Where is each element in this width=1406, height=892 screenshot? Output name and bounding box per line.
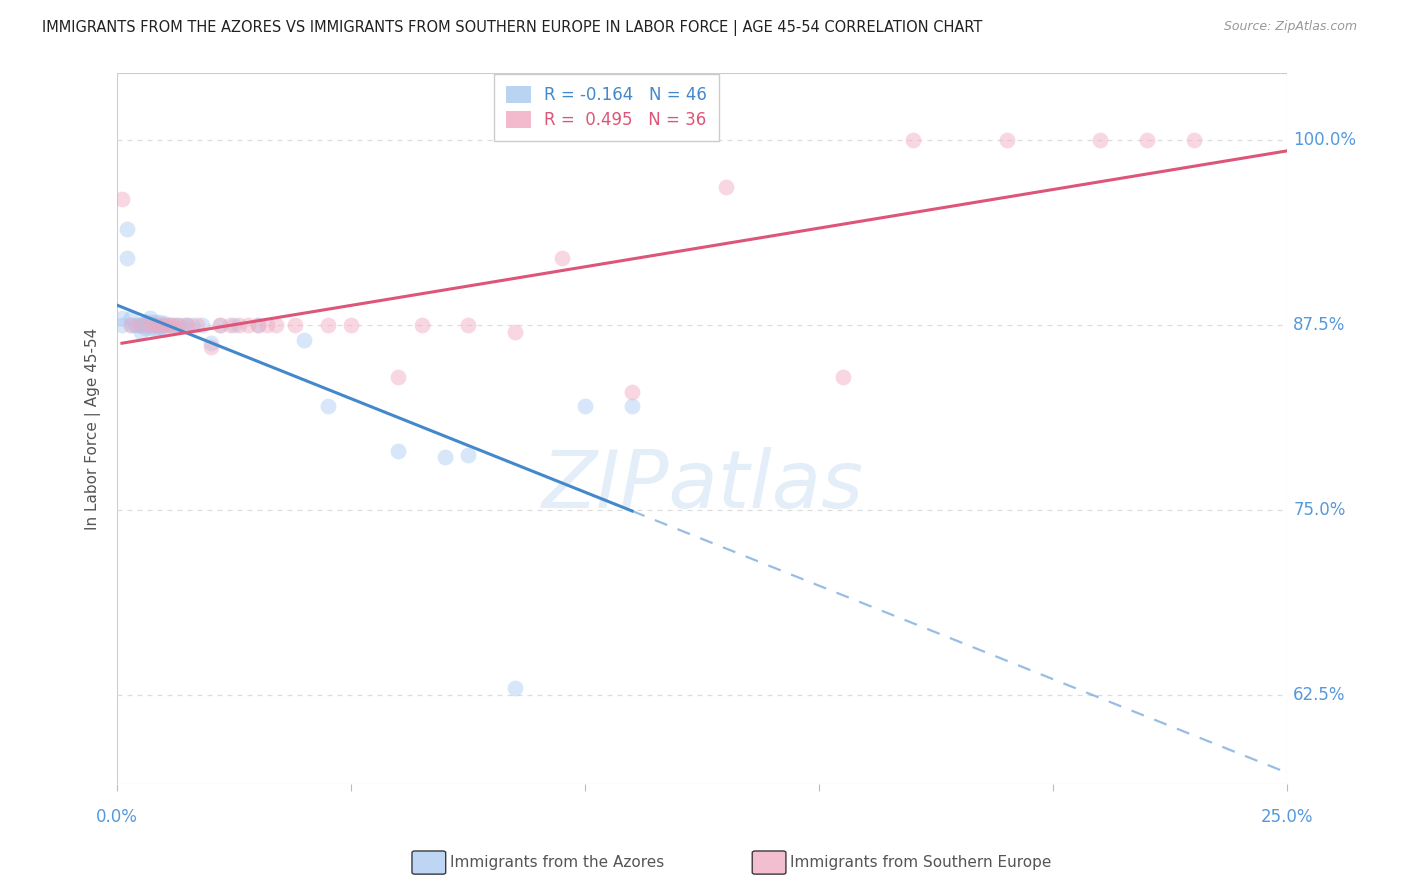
Point	[148, 318, 170, 332]
Point	[134, 315, 156, 329]
Point	[621, 384, 644, 399]
Point	[503, 326, 526, 340]
Text: 75.0%: 75.0%	[1294, 501, 1346, 519]
Point	[238, 318, 260, 332]
Point	[224, 318, 246, 332]
Point	[129, 318, 152, 332]
Point	[574, 400, 596, 414]
Point	[125, 318, 148, 332]
Text: Source: ZipAtlas.com: Source: ZipAtlas.com	[1223, 20, 1357, 33]
Point	[157, 318, 180, 332]
Point	[139, 318, 162, 332]
Point	[246, 318, 269, 332]
Point	[176, 318, 198, 332]
Point	[831, 369, 853, 384]
Point	[139, 310, 162, 325]
Point	[1136, 133, 1159, 147]
Point	[503, 681, 526, 695]
Point	[209, 318, 232, 332]
Point	[340, 318, 363, 332]
Point	[714, 180, 737, 194]
Legend: R = -0.164   N = 46, R =  0.495   N = 36: R = -0.164 N = 46, R = 0.495 N = 36	[494, 74, 718, 141]
Point	[266, 318, 288, 332]
Point	[209, 318, 232, 332]
Point	[120, 318, 142, 332]
Point	[181, 318, 204, 332]
Point	[143, 318, 166, 332]
Text: ZIPatlas: ZIPatlas	[541, 447, 863, 524]
Point	[120, 318, 142, 332]
Text: Immigrants from Southern Europe: Immigrants from Southern Europe	[790, 855, 1052, 870]
Point	[228, 318, 250, 332]
Point	[186, 318, 208, 332]
Point	[115, 252, 138, 266]
Point	[148, 319, 170, 334]
Point	[148, 315, 170, 329]
Point	[143, 322, 166, 336]
Point	[162, 318, 184, 332]
Point	[129, 318, 152, 332]
Point	[153, 322, 176, 336]
Point	[157, 318, 180, 332]
Point	[162, 318, 184, 332]
Point	[387, 443, 409, 458]
Text: 87.5%: 87.5%	[1294, 316, 1346, 334]
Point	[172, 318, 194, 332]
Text: 100.0%: 100.0%	[1294, 130, 1357, 149]
Point	[387, 369, 409, 384]
Point	[167, 318, 190, 332]
Text: 25.0%: 25.0%	[1261, 808, 1313, 826]
Point	[139, 318, 162, 332]
Text: IMMIGRANTS FROM THE AZORES VS IMMIGRANTS FROM SOUTHERN EUROPE IN LABOR FORCE | A: IMMIGRANTS FROM THE AZORES VS IMMIGRANTS…	[42, 20, 983, 36]
Point	[411, 318, 433, 332]
Point	[111, 318, 134, 332]
Point	[433, 450, 456, 464]
Y-axis label: In Labor Force | Age 45-54: In Labor Force | Age 45-54	[86, 327, 101, 530]
Point	[139, 321, 162, 335]
Point	[246, 318, 269, 332]
Point	[120, 310, 142, 325]
Point	[621, 400, 644, 414]
Point	[129, 318, 152, 332]
Point	[200, 340, 222, 354]
Point	[1088, 133, 1111, 147]
Point	[218, 318, 240, 332]
Point	[901, 133, 924, 147]
Point	[111, 310, 134, 325]
Point	[143, 315, 166, 329]
Point	[1182, 133, 1205, 147]
Point	[143, 318, 166, 332]
Point	[139, 315, 162, 329]
Point	[153, 318, 176, 332]
Point	[153, 317, 176, 331]
Point	[167, 318, 190, 332]
Text: 0.0%: 0.0%	[97, 808, 138, 826]
Point	[129, 326, 152, 340]
Point	[176, 318, 198, 332]
Point	[294, 333, 316, 347]
Point	[316, 400, 339, 414]
Point	[134, 321, 156, 335]
Point	[457, 448, 479, 462]
Point	[115, 221, 138, 235]
Point	[457, 318, 479, 332]
Point	[995, 133, 1018, 147]
Text: Immigrants from the Azores: Immigrants from the Azores	[450, 855, 664, 870]
Point	[200, 335, 222, 350]
Point	[284, 318, 307, 332]
Point	[148, 322, 170, 336]
Point	[551, 252, 574, 266]
Point	[125, 318, 148, 332]
Point	[256, 318, 278, 332]
Point	[190, 318, 212, 332]
Text: 62.5%: 62.5%	[1294, 687, 1346, 705]
Point	[153, 318, 176, 332]
Point	[316, 318, 339, 332]
Point	[111, 192, 134, 206]
Point	[134, 318, 156, 332]
